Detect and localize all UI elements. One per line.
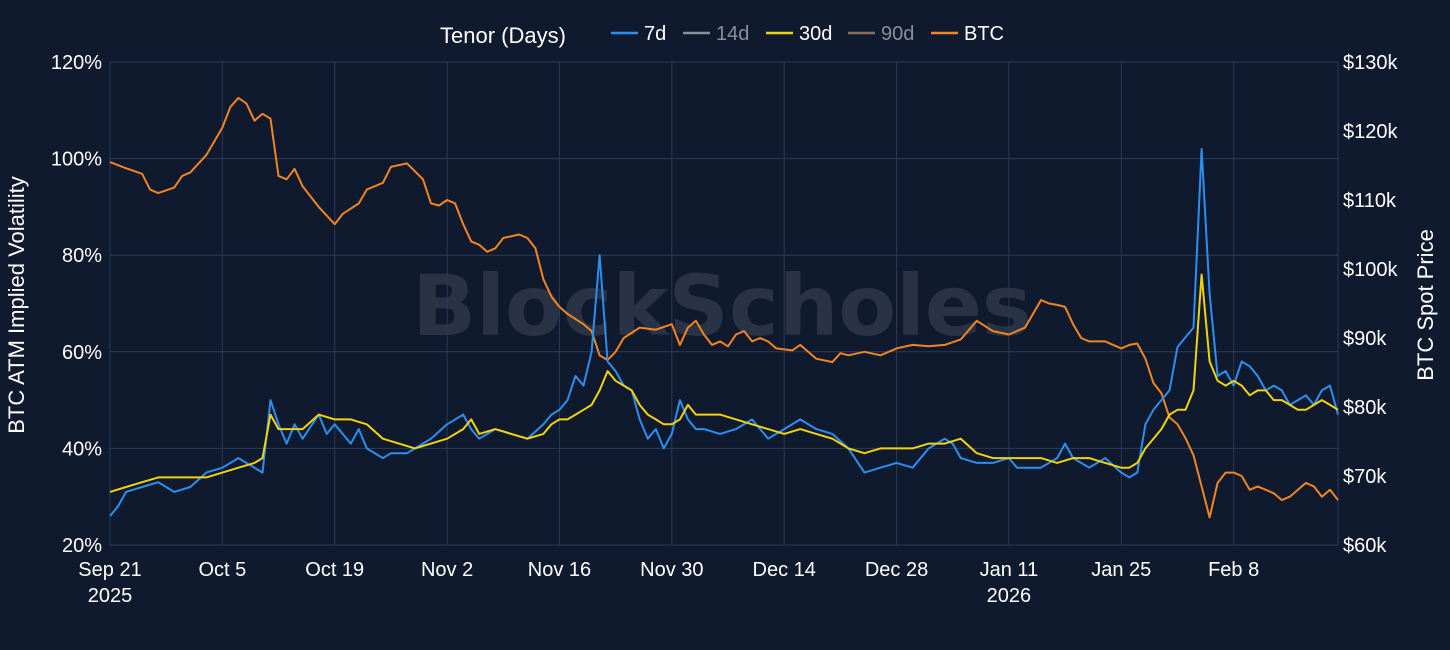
right-axis-title: BTC Spot Price bbox=[1413, 229, 1438, 381]
x-tick-label: Jan 25 bbox=[1091, 559, 1151, 581]
left-tick-label: 100% bbox=[51, 149, 102, 171]
right-tick-label: $80k bbox=[1343, 397, 1387, 419]
right-tick-label: $110k bbox=[1343, 190, 1397, 212]
left-tick-label: 120% bbox=[51, 52, 102, 74]
x-year-label: 2026 bbox=[987, 585, 1032, 607]
legend-label: 90d bbox=[881, 23, 914, 45]
x-tick-label: Nov 30 bbox=[640, 559, 703, 581]
x-tick-label: Oct 5 bbox=[198, 559, 246, 581]
legend-title: Tenor (Days) bbox=[440, 23, 566, 48]
legend-label: BTC bbox=[964, 23, 1004, 45]
left-axis-title: BTC ATM Implied Volatility bbox=[4, 176, 29, 434]
x-tick-label: Nov 2 bbox=[421, 559, 473, 581]
left-tick-label: 20% bbox=[62, 535, 102, 557]
right-tick-label: $60k bbox=[1343, 535, 1387, 557]
x-year-label: 2025 bbox=[88, 585, 133, 607]
legend-label: 14d bbox=[716, 23, 749, 45]
right-tick-label: $90k bbox=[1343, 328, 1387, 350]
x-axis-ticks: Sep 21 Oct 5 Oct 19 Nov 2 Nov 16 Nov 30 Dec 14… bbox=[78, 559, 1259, 607]
x-tick-label: Oct 19 bbox=[305, 559, 364, 581]
x-tick-label: Feb 8 bbox=[1208, 559, 1259, 581]
left-tick-label: 80% bbox=[62, 245, 102, 267]
right-tick-label: $120k bbox=[1343, 121, 1398, 143]
watermark: BlockScholes bbox=[412, 257, 1032, 355]
left-tick-label: 60% bbox=[62, 342, 102, 364]
x-tick-label: Sep 21 bbox=[78, 559, 141, 581]
legend-item-14d: 14d bbox=[683, 23, 749, 45]
x-tick-label: Jan 11 bbox=[980, 559, 1039, 581]
legend: Tenor (Days) 7d 14d 30d 90d BTC bbox=[440, 23, 1004, 48]
right-tick-label: $130k bbox=[1343, 52, 1398, 74]
right-tick-label: $70k bbox=[1343, 466, 1387, 488]
legend-label: 7d bbox=[644, 23, 666, 45]
x-tick-label: Dec 28 bbox=[865, 559, 928, 581]
gridlines bbox=[109, 61, 1339, 546]
series-line-30d bbox=[109, 273, 1339, 493]
series-layer bbox=[109, 96, 1339, 519]
series-line-btc bbox=[109, 96, 1339, 519]
legend-item-7d: 7d bbox=[611, 23, 666, 45]
left-axis-ticks: 20% 40% 60% 80% 100% 120% bbox=[51, 52, 102, 557]
series-line-7d bbox=[109, 147, 1339, 517]
x-tick-label: Nov 16 bbox=[528, 559, 591, 581]
x-tick-label: Dec 14 bbox=[753, 559, 816, 581]
right-axis-ticks: $60k $70k $80k $90k $100k $110k $120k $130k bbox=[1343, 52, 1398, 557]
legend-item-30d: 30d bbox=[766, 23, 832, 45]
legend-item-btc: BTC bbox=[931, 23, 1004, 45]
left-tick-label: 40% bbox=[62, 438, 102, 460]
right-tick-label: $100k bbox=[1343, 259, 1398, 281]
legend-item-90d: 90d bbox=[848, 23, 914, 45]
legend-label: 30d bbox=[799, 23, 832, 45]
